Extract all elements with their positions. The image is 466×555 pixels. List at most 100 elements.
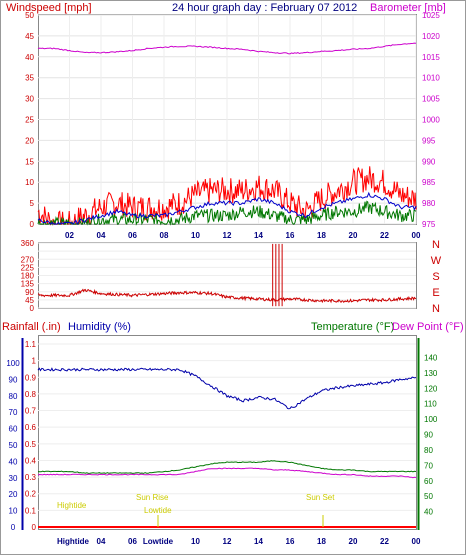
rainfall-tick-label: 0.9 [25,373,37,382]
time-tick-label: 18 [317,231,326,240]
temperature-tick-label: 120 [424,384,438,393]
dewpoint-axis-title: Dew Point (°F) [392,321,464,333]
rainfall-tick-label: 1 [32,357,37,366]
time-tick-label: 10 [191,231,200,240]
windspeed-label: Windspeed [mph] [6,2,92,14]
temperature-tick-label: 90 [424,431,433,440]
climate-time-tick-label: 22 [380,537,389,546]
barometer-tick-label: 980 [422,199,436,208]
humidity-tick-label: 60 [9,425,18,434]
barometer-tick-label: 985 [422,178,436,187]
time-tick-label: 14 [254,231,263,240]
temperature-tick-label: 80 [424,446,433,455]
wind-tick-label: 10 [25,178,34,187]
climate-time-tick-label: 04 [97,537,106,546]
dewpoint-line [37,467,417,479]
humidity-tick-label: 80 [9,392,18,401]
wind-direction-line [37,288,417,304]
barometer-line [37,42,417,55]
wind-tick-label: 40 [25,53,34,62]
compass-label: N [432,239,440,251]
wind-tick-label: 5 [30,199,35,208]
rainfall-axis-ticks: 0 0.1 0.2 0.3 0.4 0.5 0.6 0.7 0.8 0.9 1 1.1 [25,340,37,532]
climate-time-tick-label: 16 [286,537,295,546]
wind-axis-ticks: 0 5 10 15 20 25 30 35 40 45 50 [25,11,34,229]
compass-label: E [432,287,439,299]
sunset-annotation: Sun Set [306,493,335,502]
wind-tick-label: 20 [25,136,34,145]
time-tick-label: 20 [349,231,358,240]
time-tick-label: 06 [128,231,137,240]
hightide-annotation: Hightide [57,501,87,510]
time-tick-label: 00 [412,231,421,240]
wind-tick-label: 15 [25,157,34,166]
humidity-tick-label: 10 [9,507,18,516]
direction-tick-label: 135 [21,280,35,289]
time-tick-label: 04 [97,231,106,240]
barometer-label: Barometer [mb] [370,2,446,14]
humidity-tick-label: 90 [9,375,18,384]
graph-title: 24 hour graph day : February 07 2012 [172,2,357,14]
temperature-tick-label: 130 [424,369,438,378]
climate-time-tick-label: 20 [349,537,358,546]
wind-panel-series [37,42,417,226]
wind-panel-time-ticks: 02 04 06 08 10 12 14 16 18 20 22 00 [65,231,421,240]
rainfall-tick-label: 0.4 [25,456,37,465]
rainfall-tick-label: 0.2 [25,490,37,499]
barometer-tick-label: 1025 [422,11,440,20]
temperature-tick-label: 110 [424,400,437,409]
rainfall-axis-title: Rainfall (.in) [2,321,61,333]
humidity-tick-label: 70 [9,408,18,417]
humidity-tick-label: 100 [6,359,20,368]
temperature-tick-label: 40 [424,508,433,517]
climate-time-tick-label: 18 [317,537,326,546]
climate-panel-series [37,367,417,528]
rainfall-tick-label: 0.6 [25,423,37,432]
humidity-tick-label: 50 [9,441,18,450]
direction-tick-label: 90 [25,288,34,297]
climate-time-tick-label: 10 [191,537,200,546]
rainfall-tick-label: 0.8 [25,390,37,399]
barometer-tick-label: 1015 [422,53,440,62]
direction-tick-label: 45 [25,296,34,305]
barometer-tick-label: 1020 [422,32,440,41]
climate-time-tick-label: 12 [223,537,232,546]
wind-tick-label: 25 [25,116,34,125]
temperature-line [37,460,417,474]
direction-panel-series [37,243,417,307]
temperature-tick-label: 60 [424,477,433,486]
humidity-tick-label: 40 [9,457,18,466]
wind-average-line [37,191,417,225]
rainfall-tick-label: 0.7 [25,407,37,416]
temperature-axis-ticks: 40 50 60 70 80 90 100 110 120 130 140 [424,353,438,516]
compass-label: S [432,271,439,283]
wind-tick-label: 0 [30,220,35,229]
compass-label: W [431,255,442,267]
time-tick-label: 12 [223,231,232,240]
climate-panel-grid [38,343,416,528]
rainfall-tick-label: 0.5 [25,440,37,449]
temperature-tick-label: 140 [424,353,438,362]
time-tick-label: 02 [65,231,74,240]
barometer-tick-label: 975 [422,220,436,229]
sunrise-annotation: Sun Rise [136,493,169,502]
rainfall-tick-label: 1.1 [25,340,37,349]
temperature-tick-label: 100 [424,415,438,424]
barometer-axis-ticks: 975 980 985 990 995 1000 1005 1010 1015 1020 1025 [422,11,440,229]
direction-tick-label: 180 [21,272,35,281]
temperature-axis-title: Temperature (°F) [311,321,394,333]
climate-panel-frame [38,335,417,530]
temperature-tick-label: 50 [424,492,433,501]
wind-tick-label: 50 [25,11,34,20]
climate-time-tick-label: 06 [128,537,137,546]
barometer-tick-label: 990 [422,157,436,166]
wind-panel-grid [38,14,417,225]
barometer-tick-label: 1010 [422,74,440,83]
wind-tick-label: 45 [25,32,34,41]
rainfall-tick-label: 0.3 [25,473,37,482]
rainfall-tick-label: 0 [32,523,37,532]
rainfall-tick-label: 0.1 [25,506,37,515]
time-tick-label: 16 [286,231,295,240]
